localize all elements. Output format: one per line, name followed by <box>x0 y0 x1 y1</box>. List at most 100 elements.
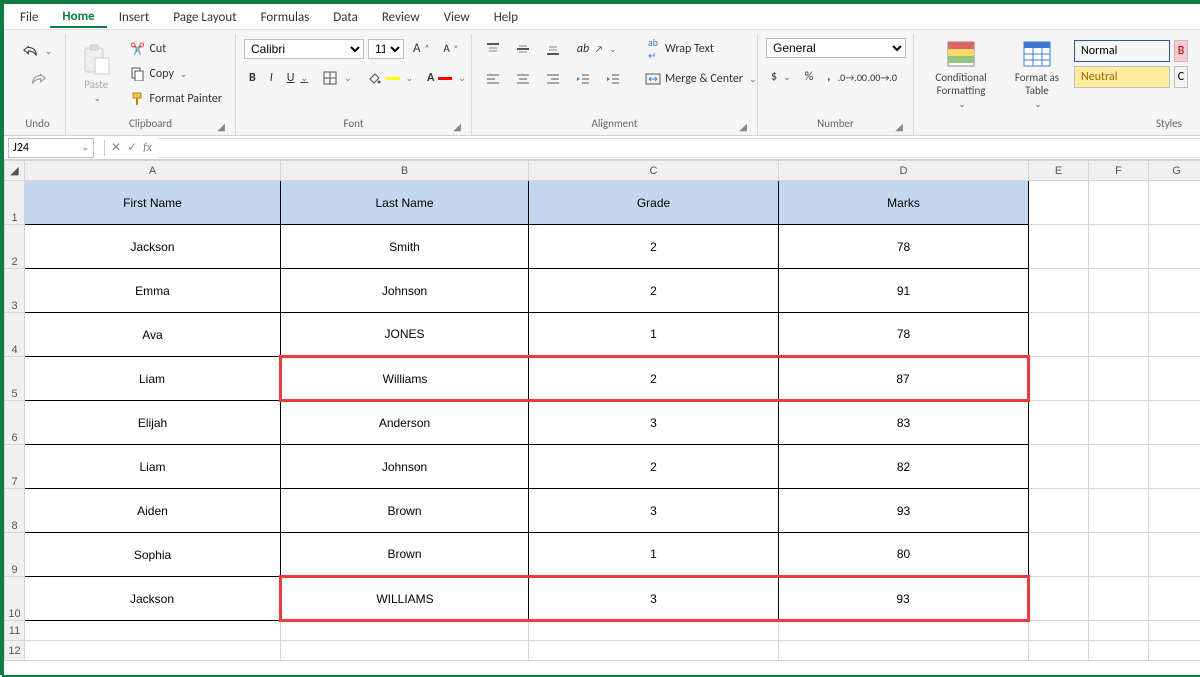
menu-review[interactable]: Review <box>370 6 432 27</box>
cell[interactable] <box>1029 181 1089 225</box>
menu-file[interactable]: File <box>8 6 50 27</box>
cell[interactable] <box>1089 577 1149 621</box>
alignment-dialog-launcher-icon[interactable]: ◢ <box>739 120 747 133</box>
cell[interactable]: 2 <box>529 225 779 269</box>
cell[interactable]: Last Name <box>281 181 529 225</box>
cell[interactable]: Jackson <box>25 225 281 269</box>
borders-button[interactable]: ⌄ <box>317 67 357 89</box>
align-right-button[interactable] <box>540 68 566 90</box>
cell[interactable]: 3 <box>529 489 779 533</box>
cell[interactable]: Johnson <box>281 269 529 313</box>
col-header-F[interactable]: F <box>1089 161 1149 181</box>
cell[interactable] <box>1029 269 1089 313</box>
cell[interactable] <box>1089 641 1149 661</box>
italic-button[interactable]: I <box>265 68 278 88</box>
col-header-A[interactable]: A <box>25 161 281 181</box>
increase-decimal-button[interactable]: .0→.00 <box>839 66 865 88</box>
underline-button[interactable]: U⌄ <box>282 68 313 88</box>
align-center-button[interactable] <box>510 68 536 90</box>
fill-color-button[interactable]: ⌄ <box>361 67 419 89</box>
cell[interactable] <box>1029 489 1089 533</box>
menu-help[interactable]: Help <box>482 6 530 27</box>
cell[interactable] <box>529 641 779 661</box>
row-header[interactable]: 9 <box>5 533 25 577</box>
col-header-G[interactable]: G <box>1149 161 1200 181</box>
comma-button[interactable]: , <box>822 67 835 87</box>
cell[interactable] <box>1149 621 1200 641</box>
cell[interactable] <box>1029 533 1089 577</box>
align-bottom-button[interactable] <box>540 38 566 60</box>
currency-button[interactable]: $⌄ <box>766 67 796 87</box>
font-name-select[interactable]: Calibri <box>244 39 364 59</box>
increase-indent-button[interactable] <box>600 68 626 90</box>
font-size-select[interactable]: 11 <box>368 39 404 59</box>
cell[interactable]: 82 <box>779 445 1029 489</box>
decrease-font-button[interactable]: A˅ <box>438 39 463 58</box>
cell[interactable]: 1 <box>529 533 779 577</box>
style-bad[interactable]: B <box>1174 40 1188 62</box>
cell[interactable] <box>779 621 1029 641</box>
menu-insert[interactable]: Insert <box>107 6 162 27</box>
cell[interactable] <box>1089 401 1149 445</box>
percent-button[interactable]: % <box>800 67 819 87</box>
style-check[interactable]: C <box>1174 66 1188 88</box>
row-header[interactable]: 3 <box>5 269 25 313</box>
wrap-text-button[interactable]: ab↵ Wrap Text <box>640 38 762 60</box>
row-header[interactable]: 6 <box>5 401 25 445</box>
decrease-indent-button[interactable] <box>570 68 596 90</box>
cell[interactable]: Sophia <box>25 533 281 577</box>
conditional-formatting-button[interactable]: Conditional Formatting⌄ <box>922 36 1000 112</box>
cell[interactable] <box>1089 533 1149 577</box>
decrease-decimal-button[interactable]: .00→.0 <box>869 66 895 88</box>
cell[interactable] <box>1029 621 1089 641</box>
increase-font-button[interactable]: A˄ <box>408 38 434 59</box>
cell[interactable]: 2 <box>529 445 779 489</box>
cell[interactable] <box>1149 313 1200 357</box>
cell[interactable]: Grade <box>529 181 779 225</box>
col-header-B[interactable]: B <box>281 161 529 181</box>
cell[interactable] <box>779 641 1029 661</box>
cell[interactable]: 3 <box>529 401 779 445</box>
row-header[interactable]: 7 <box>5 445 25 489</box>
cell[interactable]: Williams <box>281 357 529 401</box>
format-painter-button[interactable]: Format Painter <box>125 88 228 110</box>
redo-button[interactable] <box>25 68 51 90</box>
cell[interactable]: 93 <box>779 577 1029 621</box>
cell[interactable] <box>1149 577 1200 621</box>
cell[interactable]: 83 <box>779 401 1029 445</box>
row-header[interactable]: 2 <box>5 225 25 269</box>
cell[interactable] <box>1089 445 1149 489</box>
bold-button[interactable]: B <box>244 68 261 88</box>
paste-button[interactable]: Paste ⌄ <box>74 36 119 112</box>
cell[interactable]: Anderson <box>281 401 529 445</box>
clipboard-dialog-launcher-icon[interactable]: ◢ <box>217 120 225 133</box>
align-top-button[interactable] <box>480 38 506 60</box>
spreadsheet-grid[interactable]: ◢ A B C D E F G 1 First Name Last Name G… <box>4 160 1200 675</box>
cell[interactable] <box>25 641 281 661</box>
menu-home[interactable]: Home <box>50 5 106 28</box>
cell[interactable] <box>281 621 529 641</box>
fx-icon[interactable]: fx <box>143 141 152 155</box>
row-header[interactable]: 11 <box>5 621 25 641</box>
cell[interactable] <box>25 621 281 641</box>
cell[interactable]: 80 <box>779 533 1029 577</box>
copy-button[interactable]: Copy ⌄ <box>125 63 228 85</box>
number-format-select[interactable]: General <box>766 38 906 58</box>
cell[interactable] <box>1149 401 1200 445</box>
cell[interactable]: WILLIAMS <box>281 577 529 621</box>
cell[interactable] <box>281 641 529 661</box>
col-header-C[interactable]: C <box>529 161 779 181</box>
row-header[interactable]: 10 <box>5 577 25 621</box>
cell[interactable] <box>1149 641 1200 661</box>
cell[interactable] <box>1089 489 1149 533</box>
row-header[interactable]: 5 <box>5 357 25 401</box>
cell[interactable] <box>1089 269 1149 313</box>
cell[interactable] <box>1149 489 1200 533</box>
style-neutral[interactable]: Neutral <box>1074 66 1170 88</box>
name-box[interactable]: J24 ⌄ <box>8 138 94 158</box>
merge-center-button[interactable]: Merge & Center ⌄ <box>640 68 762 90</box>
cancel-icon[interactable]: ✕ <box>111 140 121 155</box>
cell[interactable] <box>1149 445 1200 489</box>
cell[interactable] <box>1029 577 1089 621</box>
font-dialog-launcher-icon[interactable]: ◢ <box>453 120 461 133</box>
